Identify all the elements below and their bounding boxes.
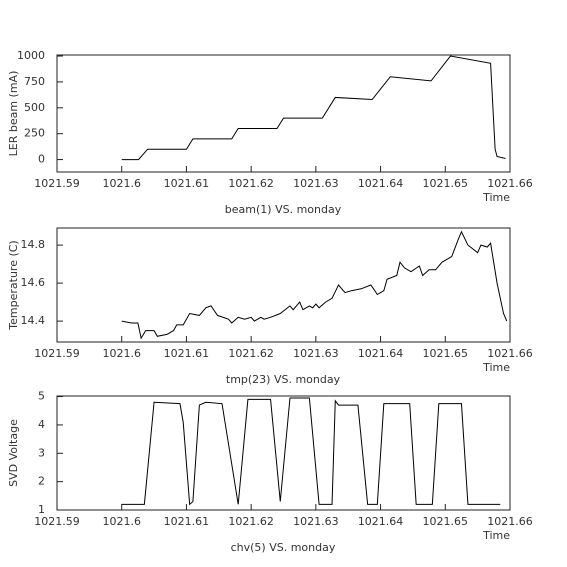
x-axis-label: Time <box>482 361 510 374</box>
x-tick-label: 1021.63 <box>293 347 339 360</box>
x-tick-label: 1021.59 <box>34 515 80 528</box>
x-tick-label: 1021.64 <box>358 177 404 190</box>
panel-title: beam(1) VS. monday <box>225 203 342 216</box>
x-tick-label: 1021.59 <box>34 347 80 360</box>
panel-title: tmp(23) VS. monday <box>226 373 341 386</box>
x-tick-label: 1021.63 <box>293 515 339 528</box>
x-tick-label: 1021.6 <box>102 515 141 528</box>
x-tick-label: 1021.65 <box>423 177 469 190</box>
y-tick-label: 14.8 <box>21 238 46 251</box>
y-axis-label: Temperature (C) <box>7 240 20 330</box>
x-tick-label: 1021.64 <box>358 347 404 360</box>
y-axis-label: LER beam (mA) <box>7 71 20 157</box>
y-tick-label: 0 <box>38 153 45 166</box>
x-tick-label: 1021.62 <box>228 177 274 190</box>
x-tick-label: 1021.65 <box>423 347 469 360</box>
y-tick-label: 250 <box>24 127 45 140</box>
y-tick-label: 3 <box>38 446 45 459</box>
data-line <box>121 397 501 506</box>
x-tick-label: 1021.62 <box>228 347 274 360</box>
y-tick-label: 1 <box>38 503 45 516</box>
plot-frame <box>56 54 511 173</box>
y-tick-label: 500 <box>24 101 45 114</box>
y-tick-label: 5 <box>38 390 45 403</box>
x-tick-label: 1021.64 <box>358 515 404 528</box>
x-tick-label: 1021.66 <box>487 177 533 190</box>
data-line <box>121 230 508 340</box>
x-tick-label: 1021.66 <box>487 515 533 528</box>
y-tick-label: 2 <box>38 475 45 488</box>
x-tick-label: 1021.61 <box>164 177 210 190</box>
x-axis-label: Time <box>482 191 510 204</box>
y-tick-label: 1000 <box>17 49 45 62</box>
x-tick-label: 1021.62 <box>228 515 274 528</box>
x-axis-label: Time <box>482 529 510 542</box>
x-tick-label: 1021.66 <box>487 347 533 360</box>
y-tick-label: 14.6 <box>21 276 46 289</box>
panel-title: chv(5) VS. monday <box>231 541 336 554</box>
y-tick-label: 750 <box>24 75 45 88</box>
plot-frame <box>56 227 511 343</box>
x-tick-label: 1021.61 <box>164 515 210 528</box>
y-tick-label: 14.4 <box>21 314 46 327</box>
x-tick-label: 1021.61 <box>164 347 210 360</box>
data-line <box>121 55 506 161</box>
x-tick-label: 1021.6 <box>102 177 141 190</box>
plot-frame <box>56 395 511 511</box>
x-tick-label: 1021.65 <box>423 515 469 528</box>
x-tick-label: 1021.59 <box>34 177 80 190</box>
x-tick-label: 1021.6 <box>102 347 141 360</box>
y-tick-label: 4 <box>38 418 45 431</box>
x-tick-label: 1021.63 <box>293 177 339 190</box>
y-axis-label: SVD Voltage <box>7 419 20 487</box>
